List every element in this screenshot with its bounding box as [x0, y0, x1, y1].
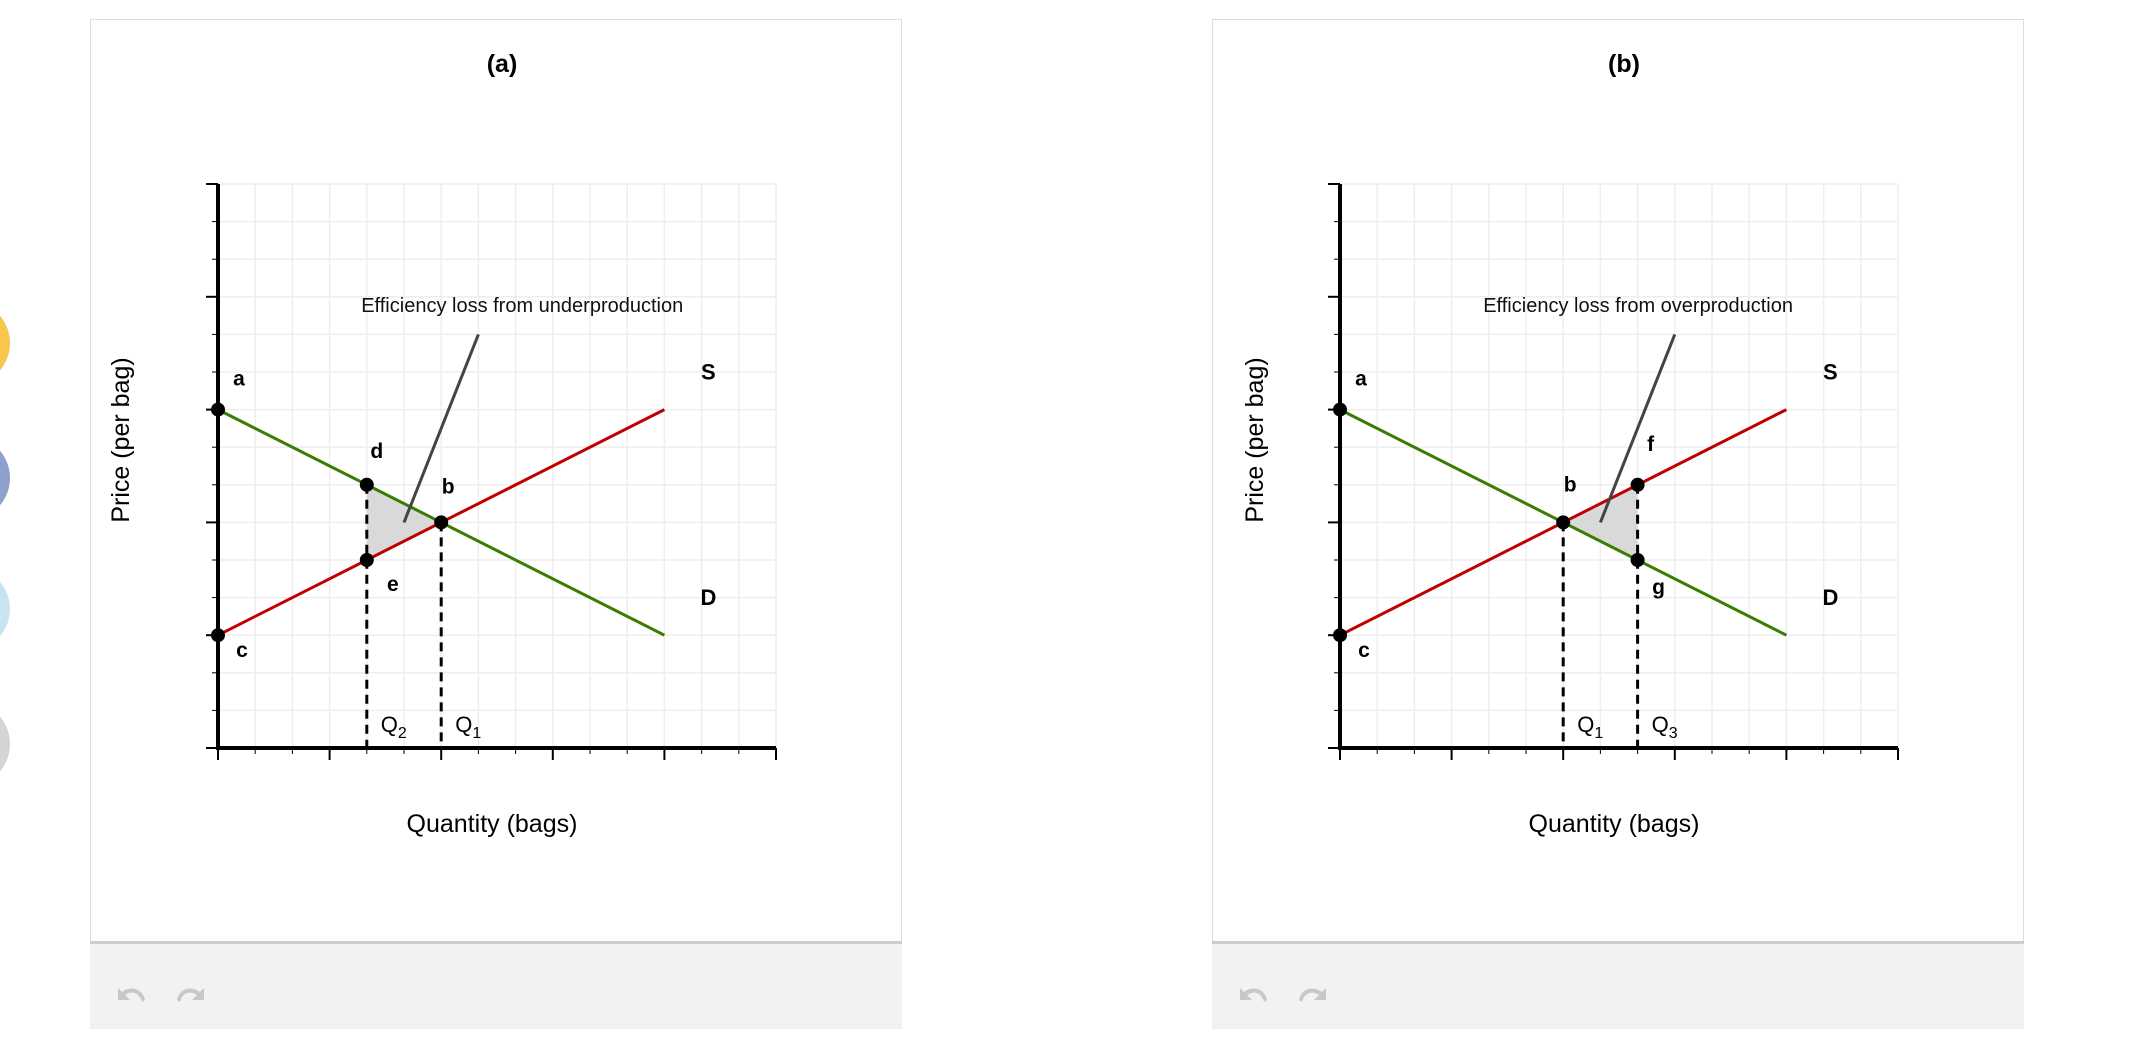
quantity-label-letter: Q — [1652, 712, 1669, 737]
x-axis-label: Quantity (bags) — [407, 810, 578, 838]
point-label-c: c — [236, 639, 248, 662]
y-axis-label: Price (per bag) — [1241, 357, 1269, 522]
annotation-text: Efficiency loss from underproduction — [361, 295, 683, 317]
quantity-label-subscript: 2 — [398, 725, 407, 742]
y-axis-label: Price (per bag) — [107, 357, 135, 522]
side-bubble-lightblue[interactable] — [0, 567, 10, 651]
point-g — [1630, 553, 1645, 567]
point-label-a: a — [1355, 368, 1367, 391]
point-c — [211, 628, 225, 643]
graph-area: S D Q2 Q1 Efficiency loss from underproducti… — [90, 19, 902, 941]
point-e — [359, 553, 374, 567]
quantity-label: Q3 — [1652, 712, 1678, 742]
point-f — [1630, 477, 1645, 492]
quantity-label-letter: Q — [1577, 712, 1594, 737]
curve-label-D: D — [1822, 585, 1838, 610]
side-bubble-gray[interactable] — [0, 702, 10, 786]
undo-icon[interactable] — [114, 984, 148, 1014]
point-label-b: b — [1564, 473, 1577, 496]
point-label-e: e — [387, 573, 399, 596]
point-label-g: g — [1652, 576, 1665, 599]
curve-label-S: S — [1823, 360, 1838, 385]
curve-label-S: S — [701, 360, 716, 385]
side-bubble-yellow[interactable] — [0, 301, 10, 385]
quantity-label-subscript: 1 — [472, 725, 481, 742]
quantity-label: Q1 — [455, 712, 481, 742]
redo-icon[interactable] — [1296, 984, 1330, 1014]
curve-label-D: D — [700, 585, 716, 610]
point-a — [211, 402, 225, 417]
point-c — [1333, 628, 1347, 643]
point-label-a: a — [233, 368, 245, 391]
quantity-label: Q2 — [381, 712, 407, 742]
point-a — [1333, 402, 1347, 417]
graph-panel-b: S D Q1 Q3 Efficiency loss from overproductio… — [1212, 19, 2024, 1029]
point-label-d: d — [370, 440, 383, 463]
side-bubble-blue[interactable] — [0, 436, 10, 520]
point-b — [434, 515, 449, 530]
quantity-label-letter: Q — [455, 712, 472, 737]
point-d — [359, 477, 374, 492]
quantity-label-subscript: 1 — [1594, 725, 1603, 742]
point-label-b: b — [442, 475, 455, 498]
quantity-label: Q1 — [1577, 712, 1603, 742]
redo-icon[interactable] — [174, 984, 208, 1014]
point-b — [1556, 515, 1571, 530]
efficiency-loss-area — [366, 484, 442, 560]
efficiency-loss-area — [1563, 484, 1638, 560]
point-label-f: f — [1647, 433, 1655, 456]
undo-icon[interactable] — [1236, 984, 1270, 1014]
point-label-c: c — [1358, 639, 1370, 662]
graph-panel-a: S D Q2 Q1 Efficiency loss from underproducti… — [90, 19, 902, 1029]
chart-title: (a) — [487, 50, 518, 78]
graph-area: S D Q1 Q3 Efficiency loss from overproductio… — [1212, 19, 2024, 941]
annotation-text: Efficiency loss from overproduction — [1483, 295, 1793, 317]
quantity-label-subscript: 3 — [1669, 725, 1678, 742]
panel-toolbar — [1212, 941, 2024, 1029]
panel-toolbar — [90, 941, 902, 1029]
x-axis-label: Quantity (bags) — [1529, 810, 1700, 838]
annotation-leader-line — [1599, 333, 1677, 523]
annotation-leader-line — [402, 333, 480, 523]
quantity-label-letter: Q — [381, 712, 398, 737]
chart-title: (b) — [1608, 50, 1640, 78]
